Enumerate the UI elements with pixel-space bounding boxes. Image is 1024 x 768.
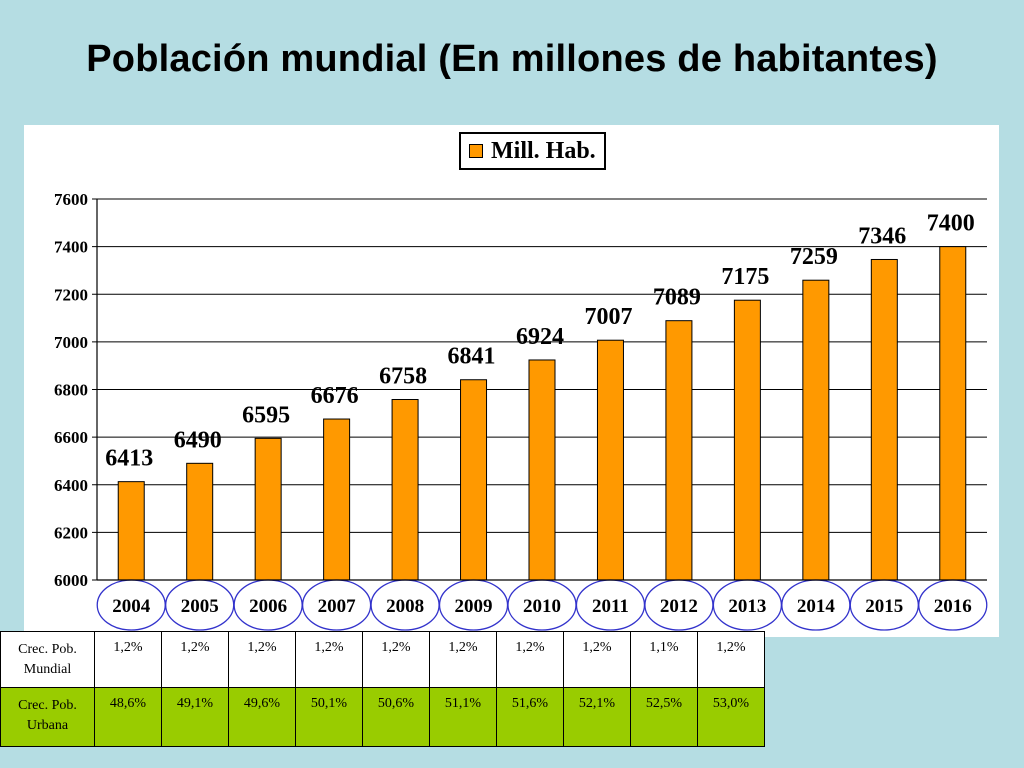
y-tick-label: 6800 xyxy=(54,381,88,400)
x-tick-label: 2010 xyxy=(523,596,561,617)
data-label: 7400 xyxy=(927,211,975,237)
table-row-urbana: Crec. Pob. Urbana 48,6% 49,1% 49,6% 50,1… xyxy=(0,687,765,747)
growth-table: Crec. Pob. Mundial 1,2% 1,2% 1,2% 1,2% 1… xyxy=(0,631,765,747)
row-label-urbana: Crec. Pob. Urbana xyxy=(0,687,95,747)
data-label: 7346 xyxy=(858,223,906,249)
x-tick-label: 2005 xyxy=(181,596,219,617)
table-cell: 1,2% xyxy=(496,631,564,688)
table-cell: 49,1% xyxy=(161,687,229,747)
bar xyxy=(870,258,898,581)
chart-legend: Mill. Hab. xyxy=(459,132,606,170)
x-tick-label: 2013 xyxy=(728,596,766,617)
legend-swatch xyxy=(469,144,483,158)
y-tick-label: 7600 xyxy=(54,190,88,209)
table-cell: 48,6% xyxy=(94,687,162,747)
table-cell: 51,1% xyxy=(429,687,497,747)
bar-chart: 6000 6200 6400 6600 6800 7000 7200 7400 7600 6413… xyxy=(54,190,988,631)
bar xyxy=(254,437,282,581)
data-label: 7175 xyxy=(721,264,769,290)
x-tick-label: 2016 xyxy=(934,596,972,617)
x-tick-label: 2011 xyxy=(592,596,629,617)
data-label: 6595 xyxy=(242,402,290,428)
x-tick-label: 2012 xyxy=(660,596,698,617)
data-label: 7007 xyxy=(584,304,632,330)
x-tick-label: 2014 xyxy=(797,596,836,617)
x-tick-label: 2009 xyxy=(455,596,493,617)
y-tick-label: 7000 xyxy=(54,333,88,352)
y-tick-label: 7200 xyxy=(54,285,88,304)
bar xyxy=(733,299,761,581)
y-tick-label: 6000 xyxy=(54,571,88,590)
x-tick-label: 2008 xyxy=(386,596,424,617)
chart-panel: 6000 6200 6400 6600 6800 7000 7200 7400 7600 6413… xyxy=(24,125,999,637)
table-cell: 52,5% xyxy=(630,687,698,747)
data-label: 6758 xyxy=(379,364,427,390)
data-label: 6490 xyxy=(174,427,222,453)
table-cell: 50,1% xyxy=(295,687,363,747)
table-cell: 1,2% xyxy=(161,631,229,688)
row-label-line1: Crec. Pob. xyxy=(18,698,77,713)
row-label-line2: Urbana xyxy=(26,718,69,733)
table-cell: 51,6% xyxy=(496,687,564,747)
table-cell: 1,2% xyxy=(697,631,765,688)
bar xyxy=(391,399,419,581)
legend-label: Mill. Hab. xyxy=(491,137,596,164)
y-tick-label: 6400 xyxy=(54,476,88,495)
table-cell: 50,6% xyxy=(362,687,430,747)
bar xyxy=(117,481,145,581)
bar xyxy=(528,359,556,581)
bar xyxy=(596,339,624,581)
row-label-line1: Crec. Pob. xyxy=(18,642,77,657)
y-tick-label: 6600 xyxy=(54,428,88,447)
table-cell: 1,2% xyxy=(94,631,162,688)
table-cell: 49,6% xyxy=(228,687,296,747)
data-label: 6413 xyxy=(105,446,153,472)
data-label: 7259 xyxy=(790,244,838,270)
data-label: 6841 xyxy=(448,344,496,370)
table-cell: 53,0% xyxy=(697,687,765,747)
table-cell: 52,1% xyxy=(563,687,631,747)
table-cell: 1,1% xyxy=(630,631,698,688)
table-cell: 1,2% xyxy=(295,631,363,688)
table-cell: 1,2% xyxy=(228,631,296,688)
table-cell: 1,2% xyxy=(429,631,497,688)
slide-title: Población mundial (En millones de habita… xyxy=(86,38,938,80)
bar xyxy=(802,279,830,581)
table-cell: 1,2% xyxy=(362,631,430,688)
data-label: 6924 xyxy=(516,324,564,350)
bar xyxy=(939,246,967,581)
bar xyxy=(323,418,351,581)
y-tick-label: 7400 xyxy=(54,238,88,257)
x-tick-label: 2004 xyxy=(112,596,151,617)
bar xyxy=(460,379,488,581)
row-label-mundial: Crec. Pob. Mundial xyxy=(0,631,95,688)
row-label-line2: Mundial xyxy=(23,662,72,677)
y-tick-label: 6200 xyxy=(54,523,88,542)
data-label: 7089 xyxy=(653,285,701,311)
data-label: 6676 xyxy=(311,383,359,409)
table-row-mundial: Crec. Pob. Mundial 1,2% 1,2% 1,2% 1,2% 1… xyxy=(0,631,765,688)
bar xyxy=(186,462,214,581)
bar xyxy=(665,320,693,581)
x-tick-label: 2015 xyxy=(865,596,903,617)
table-cell: 1,2% xyxy=(563,631,631,688)
x-tick-label: 2006 xyxy=(249,596,287,617)
x-tick-label: 2007 xyxy=(318,596,357,617)
